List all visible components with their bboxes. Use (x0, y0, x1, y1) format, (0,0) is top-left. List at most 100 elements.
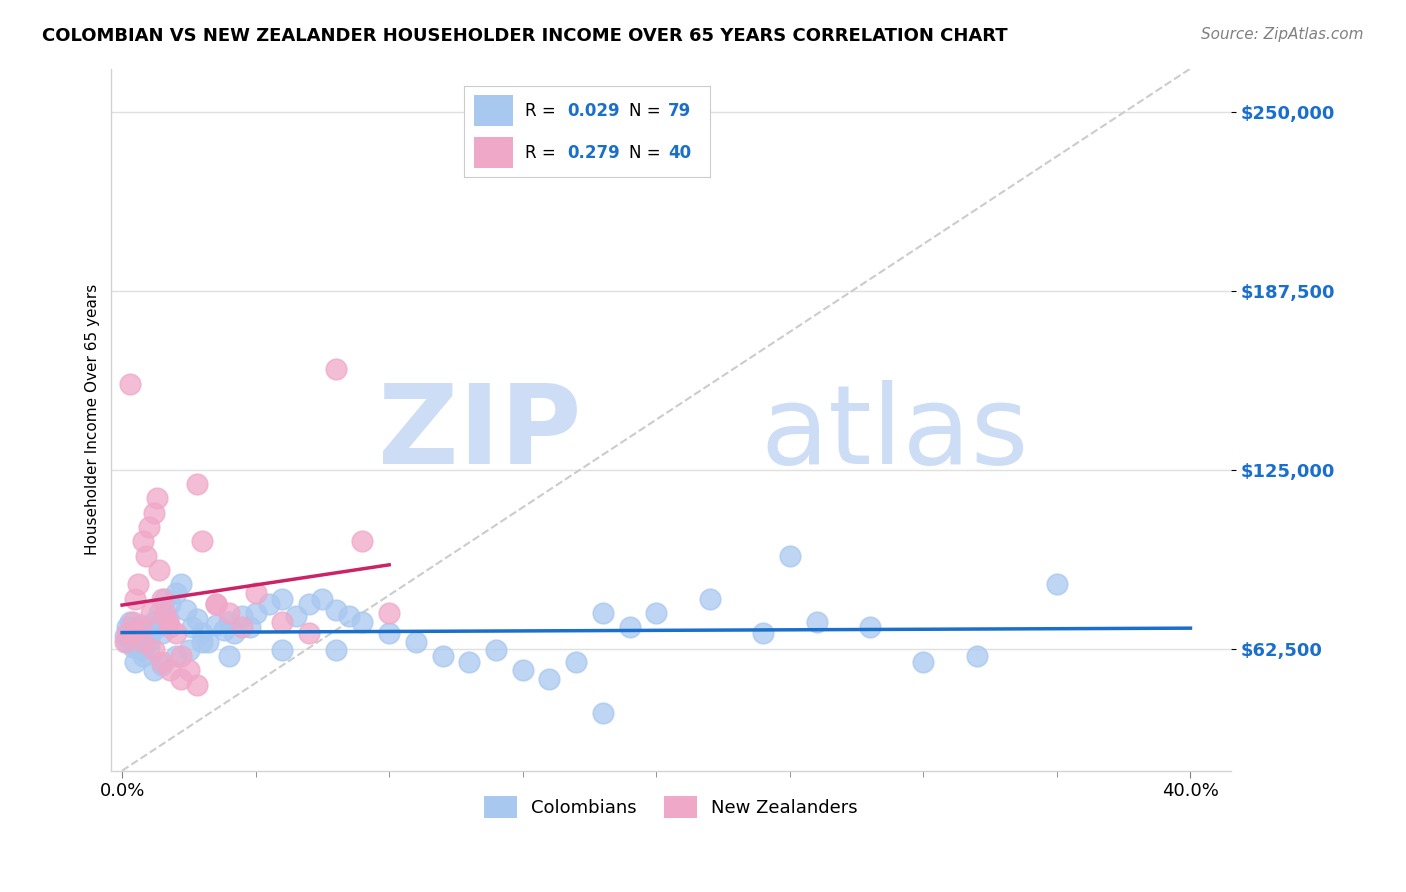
Point (271, 591, 294, 606)
Point (859, 620, 882, 634)
Point (1046, 577, 1069, 591)
Point (592, 706, 614, 721)
Point (156, 612, 179, 626)
Point (153, 606, 176, 620)
Point (141, 626, 163, 640)
Point (191, 634, 214, 648)
Point (150, 657, 173, 672)
Point (177, 643, 200, 657)
Point (204, 617, 226, 632)
Point (132, 634, 155, 648)
Point (170, 672, 193, 686)
Point (159, 620, 181, 634)
Point (325, 643, 347, 657)
Point (132, 643, 155, 657)
Point (218, 648, 240, 663)
Point (405, 634, 427, 648)
Point (124, 638, 146, 652)
Point (325, 603, 347, 617)
Point (135, 549, 157, 563)
Point (141, 606, 163, 620)
Point (124, 626, 146, 640)
Point (124, 655, 146, 669)
Point (271, 643, 294, 657)
Point (132, 632, 155, 646)
Point (129, 626, 152, 640)
Point (132, 534, 155, 549)
Point (257, 598, 280, 612)
Point (150, 626, 173, 640)
Point (565, 655, 588, 669)
Point (135, 638, 157, 652)
Point (512, 664, 534, 678)
Point (592, 606, 614, 620)
Point (138, 629, 160, 643)
Point (311, 591, 333, 606)
Point (159, 664, 181, 678)
Point (912, 655, 935, 669)
Text: ZIP: ZIP (378, 380, 582, 487)
Point (204, 598, 226, 612)
Point (231, 620, 253, 634)
Point (174, 603, 197, 617)
Point (186, 612, 208, 626)
Point (120, 632, 142, 646)
Point (378, 606, 401, 620)
Point (124, 591, 146, 606)
Point (159, 598, 181, 612)
Point (170, 648, 193, 663)
Point (298, 626, 321, 640)
Point (337, 609, 360, 624)
Point (245, 606, 267, 620)
Point (699, 591, 721, 606)
Point (204, 598, 226, 612)
Point (180, 620, 202, 634)
Point (127, 629, 149, 643)
Point (124, 620, 146, 634)
Point (121, 640, 143, 655)
Point (121, 626, 143, 640)
Point (117, 634, 139, 648)
Point (186, 678, 208, 692)
Point (143, 643, 166, 657)
Point (165, 626, 187, 640)
Point (148, 606, 170, 620)
Point (120, 615, 142, 629)
Point (114, 634, 136, 648)
Text: COLOMBIAN VS NEW ZEALANDER HOUSEHOLDER INCOME OVER 65 YEARS CORRELATION CHART: COLOMBIAN VS NEW ZEALANDER HOUSEHOLDER I… (42, 27, 1008, 45)
Point (619, 620, 641, 634)
Point (114, 629, 136, 643)
Point (779, 549, 801, 563)
Point (186, 477, 208, 491)
Point (129, 620, 152, 634)
Y-axis label: Householder Income Over 65 years: Householder Income Over 65 years (86, 284, 100, 555)
Point (271, 615, 294, 629)
Point (146, 491, 169, 506)
Point (966, 648, 988, 663)
Point (645, 606, 668, 620)
Point (170, 577, 193, 591)
Point (197, 634, 219, 648)
Point (177, 664, 200, 678)
Text: Source: ZipAtlas.com: Source: ZipAtlas.com (1201, 27, 1364, 42)
Point (143, 506, 166, 520)
Point (191, 626, 214, 640)
Point (752, 626, 775, 640)
Point (150, 655, 173, 669)
Point (135, 620, 157, 634)
Point (143, 615, 166, 629)
Point (212, 624, 235, 638)
Point (132, 648, 155, 663)
Point (284, 609, 307, 624)
Point (806, 615, 828, 629)
Point (378, 626, 401, 640)
Point (191, 534, 214, 549)
Point (165, 586, 187, 600)
Point (117, 620, 139, 634)
Point (146, 620, 169, 634)
Point (231, 609, 253, 624)
Point (150, 591, 173, 606)
Text: atlas: atlas (761, 380, 1029, 487)
Point (117, 626, 139, 640)
Point (127, 634, 149, 648)
